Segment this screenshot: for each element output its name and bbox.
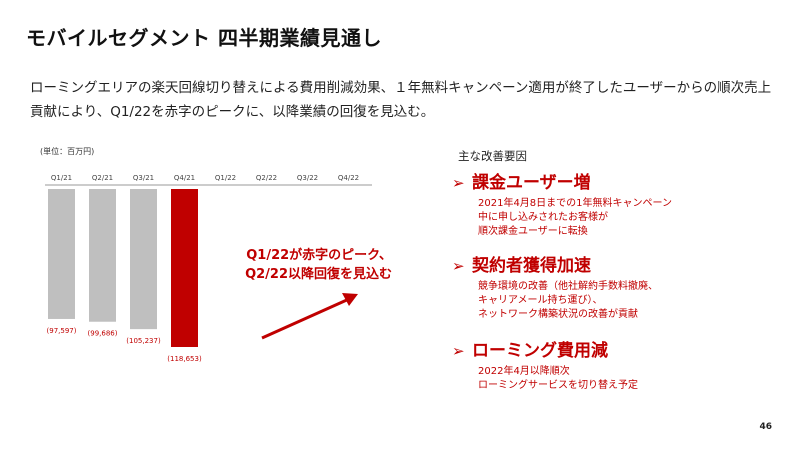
chart-unit-label: (単位：百万円) [40, 147, 95, 156]
x-tick-label: Q2/22 [256, 174, 277, 182]
factor-heading: 課金ユーザー増 [472, 173, 591, 193]
factor-line: 順次課金ユーザーに転換 [478, 226, 588, 237]
bar [171, 189, 198, 347]
x-tick-label: Q1/21 [51, 174, 72, 182]
trend-arrow-head-icon [342, 293, 358, 306]
bar [48, 189, 75, 319]
bar [130, 189, 157, 330]
arrow-bullet-icon: ➢ [452, 342, 465, 360]
factor-line: 2021年4月8日までの1年無料キャンペーン [478, 198, 673, 209]
data-label: (118,653) [167, 355, 202, 363]
x-tick-label: Q3/22 [297, 174, 318, 182]
factor-line: ローミングサービスを切り替え予定 [478, 380, 638, 391]
arrow-bullet-icon: ➢ [452, 257, 465, 275]
data-label: (97,597) [47, 327, 77, 335]
data-label: (105,237) [126, 337, 161, 345]
callout-line-2: Q2/22以降回復を見込む [245, 267, 392, 282]
callout-line-1: Q1/22が赤字のピーク、 [246, 248, 392, 263]
x-tick-label: Q3/21 [133, 174, 154, 182]
x-tick-label: Q4/22 [338, 174, 359, 182]
factor-roaming-cost: ➢ ローミング費用減 2022年4月以降順次 ローミングサービスを切り替え予定 [452, 340, 638, 393]
page-title: モバイルセグメント 四半期業績見通し [26, 26, 382, 50]
factors-title: 主な改善要因 [458, 149, 527, 163]
factor-line: 中に申し込みされたお客様が [478, 212, 608, 223]
data-label: (99,686) [88, 330, 118, 338]
factor-paying-users: ➢ 課金ユーザー増 2021年4月8日までの1年無料キャンペーン 中に申し込みされ… [452, 172, 672, 239]
chart-callout: Q1/22が赤字のピーク、 Q2/22以降回復を見込む [222, 246, 392, 284]
factor-line: ネットワーク構築状況の改善が貢献 [478, 309, 638, 320]
arrow-bullet-icon: ➢ [452, 174, 465, 192]
factor-heading: ローミング費用減 [472, 341, 608, 361]
x-tick-label: Q1/22 [215, 174, 236, 182]
lead-text: ローミングエリアの楽天回線切り替えによる費用削減効果、１年無料キャンペーン適用が… [30, 80, 772, 120]
factor-line: 競争環境の改善（他社解約手数料撤廃、 [478, 281, 658, 292]
factor-subscriber-acquisition: ➢ 契約者獲得加速 競争環境の改善（他社解約手数料撤廃、 キャリアメール持ち運び）… [452, 255, 658, 322]
x-tick-label: Q4/21 [174, 174, 195, 182]
bar [89, 189, 116, 322]
page-number: 46 [759, 422, 772, 432]
factor-heading: 契約者獲得加速 [472, 256, 591, 276]
factor-line: キャリアメール持ち運び）、 [478, 295, 603, 306]
trend-arrow-line [261, 297, 350, 340]
factor-line: 2022年4月以降順次 [478, 366, 570, 377]
x-tick-label: Q2/21 [92, 174, 113, 182]
